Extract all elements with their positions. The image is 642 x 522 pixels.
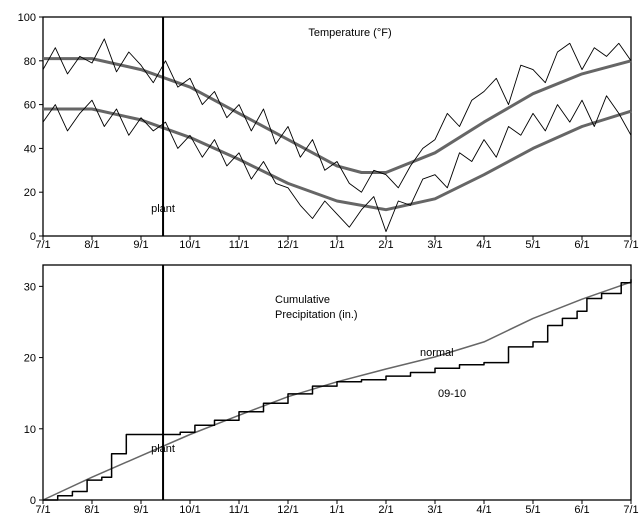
x-tick-label: 2/1 xyxy=(378,504,393,516)
x-tick-label: 6/1 xyxy=(574,239,589,251)
x-tick-label: 1/1 xyxy=(329,239,344,251)
x-tick-label: 7/1 xyxy=(35,504,50,516)
x-tick-label: 5/1 xyxy=(525,239,540,251)
series-line-4 xyxy=(42,95,632,233)
x-tick-label: 4/1 xyxy=(476,239,491,251)
y-tick-label: 30 xyxy=(24,281,36,293)
precipitation-panel: Cumulative Precipitation (in.) 0 10 20 30 7/… xyxy=(24,264,639,516)
series-line-2 xyxy=(43,279,632,501)
y-tick-label: 100 xyxy=(18,12,36,24)
y-tick-label: 20 xyxy=(24,353,36,365)
x-tick-label: 4/1 xyxy=(476,504,491,516)
series-label: 09-10 xyxy=(438,388,466,400)
x-tick-label: 6/1 xyxy=(574,504,589,516)
x-tick-label: 9/1 xyxy=(133,504,148,516)
x-tick-label: 8/1 xyxy=(84,504,99,516)
temperature-panel: Temperature (°F) 0 20 40 60 80 100 7/1 8/1 9/1 10… xyxy=(18,12,639,251)
series-line-1 xyxy=(43,57,632,174)
x-tick-label: 7/1 xyxy=(35,239,50,251)
x-tick-label: 7/1 xyxy=(623,239,638,251)
x-tick-label: 10/1 xyxy=(179,239,200,251)
series-line-2 xyxy=(43,107,632,212)
y-tick-label: 20 xyxy=(24,187,36,199)
y-tick-label: 0 xyxy=(30,231,36,243)
x-tick-label: 8/1 xyxy=(84,239,99,251)
series-line-3 xyxy=(42,38,632,193)
x-tick-label: 9/1 xyxy=(133,239,148,251)
x-tick-label: 2/1 xyxy=(378,239,393,251)
precipitation-title-line-2: Precipitation (in.) xyxy=(275,309,358,321)
x-tick-label: 5/1 xyxy=(525,504,540,516)
x-tick-label: 1/1 xyxy=(329,504,344,516)
plot-frame xyxy=(42,16,632,237)
x-tick-label: 11/1 xyxy=(229,239,250,251)
y-tick-label: 10 xyxy=(24,424,36,436)
x-tick-label: 11/1 xyxy=(229,504,250,516)
series-label: normal xyxy=(420,347,454,359)
y-tick-label: 0 xyxy=(30,495,36,507)
y-tick-label: 40 xyxy=(24,143,36,155)
temperature-title: Temperature (°F) xyxy=(308,27,391,39)
plant-marker-label: plant xyxy=(151,443,175,455)
precipitation-title-line-1: Cumulative xyxy=(275,294,330,306)
x-tick-label: 12/1 xyxy=(277,239,298,251)
y-tick-label: 80 xyxy=(24,56,36,68)
x-tick-label: 12/1 xyxy=(277,504,298,516)
x-tick-label: 3/1 xyxy=(427,239,442,251)
x-tick-label: 3/1 xyxy=(427,504,442,516)
plant-marker-label: plant xyxy=(151,203,175,215)
x-tick-label: 10/1 xyxy=(179,504,200,516)
y-tick-label: 60 xyxy=(24,100,36,112)
x-tick-label: 7/1 xyxy=(623,504,638,516)
